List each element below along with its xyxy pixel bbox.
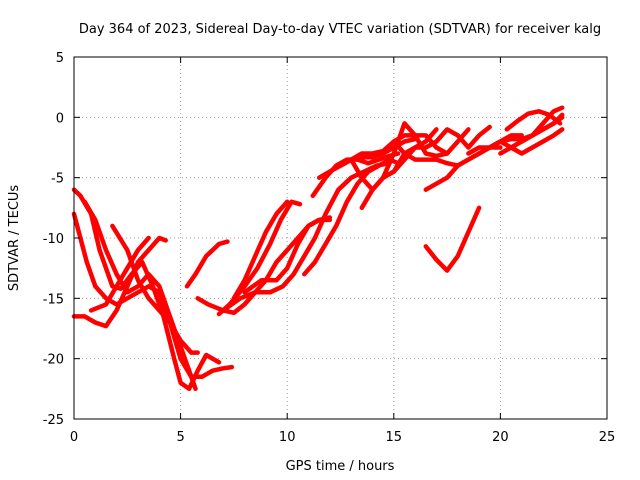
trace-4 bbox=[82, 199, 198, 392]
y-tick-label: -5 bbox=[51, 172, 64, 187]
trace-13 bbox=[302, 157, 401, 277]
y-tick-label: 0 bbox=[56, 111, 64, 126]
trace-12 bbox=[242, 217, 333, 295]
trace-6 bbox=[88, 235, 151, 313]
x-tick-label: 15 bbox=[386, 430, 403, 445]
y-tick-label: 5 bbox=[56, 51, 64, 66]
trace-10 bbox=[231, 199, 290, 301]
y-axis-label: SDTVAR / TECUs bbox=[7, 185, 22, 292]
trace-18 bbox=[348, 121, 471, 192]
trace-27 bbox=[519, 105, 565, 144]
grid-lines bbox=[74, 57, 607, 419]
trace-7 bbox=[184, 239, 230, 289]
x-tick-label: 0 bbox=[70, 430, 78, 445]
y-tick-label: -25 bbox=[43, 413, 64, 428]
axis-ticks: 0 5 10 15 20 25 5 0 -5 -10 -15 -20 -25 bbox=[43, 51, 616, 445]
data-traces bbox=[71, 105, 565, 392]
trace-22 bbox=[423, 205, 482, 273]
x-axis-label: GPS time / hours bbox=[286, 459, 395, 474]
trace-20 bbox=[380, 124, 492, 180]
x-tick-label: 5 bbox=[176, 430, 184, 445]
y-tick-label: -20 bbox=[43, 353, 64, 368]
trace-23 bbox=[466, 127, 565, 156]
trace-1 bbox=[71, 211, 235, 380]
trace-11 bbox=[220, 160, 392, 313]
trace-2 bbox=[71, 235, 168, 329]
y-tick-label: -10 bbox=[43, 232, 64, 247]
x-tick-label: 25 bbox=[599, 430, 616, 445]
y-tick-label: -15 bbox=[43, 292, 64, 307]
x-tick-label: 20 bbox=[492, 430, 509, 445]
chart-title: Day 364 of 2023, Sidereal Day-to-day VTE… bbox=[79, 22, 601, 37]
x-tick-label: 10 bbox=[279, 430, 296, 445]
